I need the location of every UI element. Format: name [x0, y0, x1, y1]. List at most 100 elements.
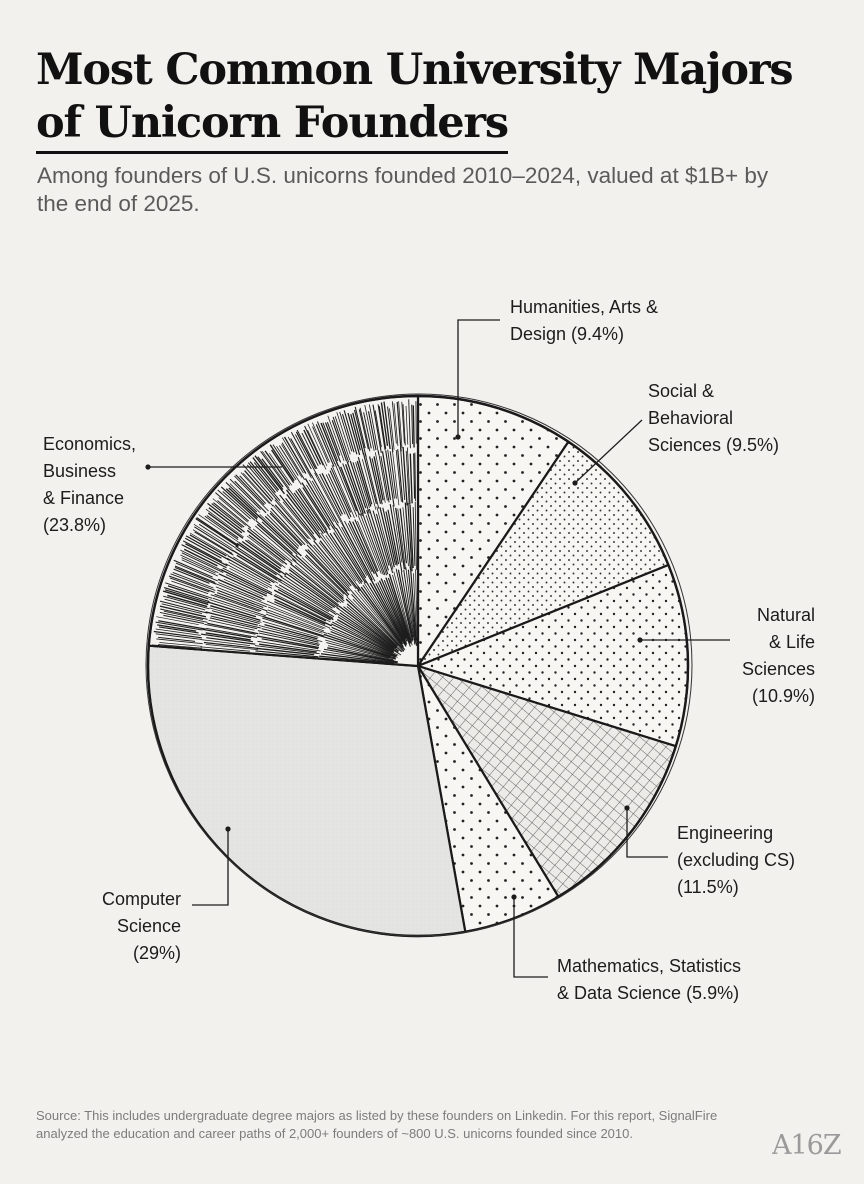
- hatch-stroke: [295, 434, 318, 476]
- hatch-stroke: [383, 580, 411, 647]
- hatch-stroke: [269, 452, 293, 486]
- hatch-stroke: [349, 460, 367, 509]
- hatch-stroke: [181, 559, 218, 577]
- hatch-stroke: [356, 460, 372, 507]
- hatch-stroke: [213, 502, 245, 528]
- leader-dot-economics-business-finance: [145, 464, 151, 470]
- hatch-stroke: [395, 507, 406, 570]
- hatch-stroke: [256, 647, 315, 656]
- hatch-stroke: [309, 479, 335, 522]
- hatch-stroke: [391, 401, 397, 444]
- hatch-stroke: [278, 584, 335, 618]
- hatch-stroke: [254, 645, 320, 655]
- hatch-stroke: [306, 544, 350, 592]
- hatch-stroke: [257, 640, 321, 652]
- hatch-stroke: [266, 600, 330, 629]
- hatch-stroke: [202, 628, 252, 639]
- chart-title: Most Common University Majors of Unicorn…: [36, 44, 826, 154]
- hatch-stroke: [346, 461, 366, 515]
- slice-label-line: Business: [43, 461, 116, 481]
- hatch-stroke: [266, 611, 328, 634]
- leader-dot-social-behavioral-sciences: [572, 480, 578, 486]
- hatch-stroke: [220, 486, 258, 520]
- hatch-stroke: [357, 520, 379, 572]
- hatch-stroke: [363, 582, 403, 643]
- hatch-stroke: [192, 529, 233, 554]
- hatch-stroke: [352, 598, 399, 646]
- hatch-stroke: [402, 446, 408, 506]
- hatch-stroke: [155, 633, 202, 640]
- hatch-stroke: [269, 444, 295, 482]
- hatch-stroke: [368, 508, 389, 571]
- hatch-stroke: [239, 475, 267, 504]
- hatch-stroke: [210, 615, 261, 629]
- hatch-stroke: [301, 432, 319, 467]
- hatch-stroke: [200, 639, 251, 647]
- hatch-stroke: [320, 422, 339, 466]
- slice-label-line: Economics,: [43, 434, 136, 454]
- hatch-stroke: [318, 533, 362, 591]
- hatch-stroke: [215, 492, 250, 522]
- hatch-stroke: [304, 425, 324, 466]
- hatch-stroke: [231, 549, 283, 582]
- hatch-stroke: [261, 451, 290, 489]
- hatch-stroke: [201, 649, 250, 654]
- hatch-stroke: [274, 585, 334, 619]
- hatch-stroke: [380, 456, 390, 503]
- hatch-stroke: [294, 564, 342, 604]
- hatch-stroke: [396, 401, 402, 452]
- hatch-stroke: [161, 603, 203, 615]
- hatch-stroke: [212, 498, 247, 526]
- hatch-stroke: [234, 475, 269, 512]
- hatch-stroke: [397, 449, 404, 503]
- slice-label-social-behavioral-sciences: Social & Behavioral Sciences (9.5%): [648, 381, 779, 455]
- hatch-stroke: [245, 539, 282, 568]
- hatch-stroke: [214, 582, 269, 606]
- hatch-stroke: [336, 618, 395, 653]
- slice-label-line: (10.9%): [752, 686, 815, 706]
- hatch-stroke: [261, 521, 298, 556]
- hatch-stroke: [204, 623, 256, 635]
- hatch-stroke: [279, 494, 317, 541]
- hatch-stroke: [325, 535, 361, 585]
- hatch-stroke: [225, 563, 273, 589]
- hatch-stroke: [306, 484, 334, 529]
- hatch-stroke: [336, 412, 351, 455]
- hatch-stroke: [341, 522, 373, 581]
- hatch-stroke: [319, 655, 394, 665]
- hatch-stroke: [413, 573, 418, 641]
- hatch-stroke: [387, 577, 411, 643]
- hatch-stroke: [277, 579, 330, 613]
- hatch-stroke: [378, 580, 408, 642]
- hatch-stroke: [357, 457, 373, 505]
- hatch-stroke: [159, 642, 202, 647]
- hatch-stroke: [222, 491, 256, 521]
- hatch-stroke: [272, 444, 297, 481]
- slice-label-line: & Finance: [43, 488, 124, 508]
- hatch-stroke: [364, 453, 380, 509]
- hatch-stroke: [275, 498, 311, 540]
- slice-label-line: Sciences: [742, 659, 815, 679]
- hatch-stroke: [285, 572, 336, 608]
- hatch-stroke: [400, 572, 414, 638]
- title-line-1: Most Common University Majors: [36, 45, 794, 95]
- hatch-stroke: [395, 449, 402, 502]
- hatch-stroke: [209, 607, 262, 623]
- hatch-stroke: [326, 642, 394, 661]
- slice-label-line: (29%): [133, 943, 181, 963]
- hatch-stroke: [377, 404, 386, 451]
- hatch-stroke: [407, 569, 417, 644]
- hatch-stroke: [203, 641, 258, 649]
- hatch-stroke: [346, 596, 404, 653]
- hatch-stroke: [211, 610, 260, 624]
- hatch-stroke: [378, 406, 387, 450]
- hatch-stroke: [157, 624, 197, 632]
- hatch-stroke: [335, 612, 402, 656]
- hatch-stroke: [393, 571, 413, 642]
- hatch-stroke: [210, 594, 260, 612]
- hatch-stroke: [307, 549, 348, 592]
- hatch-stroke: [215, 586, 267, 608]
- hatch-stroke: [312, 426, 329, 463]
- hatch-stroke: [285, 489, 321, 535]
- hatch-stroke: [160, 608, 208, 620]
